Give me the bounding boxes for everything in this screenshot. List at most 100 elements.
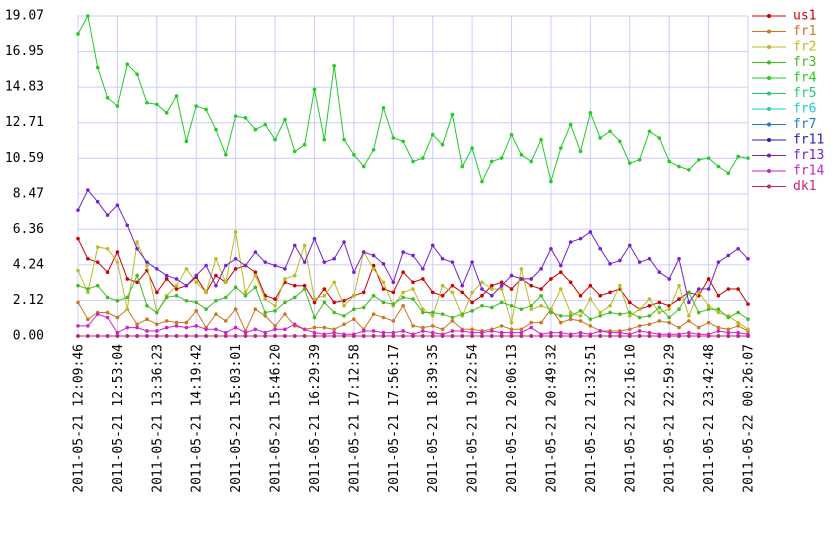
data-point xyxy=(361,250,366,254)
data-point xyxy=(184,320,189,325)
data-point xyxy=(421,310,425,315)
data-point xyxy=(529,277,534,281)
data-point xyxy=(470,260,474,264)
data-point xyxy=(558,330,563,335)
data-point xyxy=(450,319,455,323)
data-point xyxy=(608,262,612,266)
data-point xyxy=(637,324,642,328)
legend-swatch-dot xyxy=(767,14,771,18)
data-point xyxy=(450,315,455,320)
data-point xyxy=(105,270,110,275)
data-point xyxy=(194,309,199,313)
data-point xyxy=(667,334,671,338)
data-point xyxy=(470,330,474,335)
data-point xyxy=(155,334,159,338)
data-point xyxy=(233,285,238,290)
data-point xyxy=(115,334,120,338)
data-point xyxy=(223,334,228,338)
data-point xyxy=(401,270,405,275)
legend-swatch-dot xyxy=(767,45,771,49)
data-point xyxy=(371,312,376,316)
data-point xyxy=(539,137,543,142)
data-point xyxy=(135,240,139,244)
data-point xyxy=(115,203,120,207)
data-point xyxy=(292,334,297,338)
data-point xyxy=(430,334,435,338)
data-point xyxy=(568,280,573,285)
data-point xyxy=(598,334,603,338)
data-point xyxy=(726,315,731,320)
data-point xyxy=(95,199,100,204)
data-point xyxy=(115,315,120,320)
x-tick-label: 2011-05-21 22:59:29 xyxy=(663,344,678,493)
data-point xyxy=(76,208,80,212)
data-point xyxy=(174,287,179,291)
data-point xyxy=(529,334,534,338)
data-point xyxy=(76,300,80,305)
data-point xyxy=(361,290,366,295)
data-point xyxy=(440,327,445,332)
data-point xyxy=(470,334,474,338)
data-point xyxy=(421,329,425,333)
data-point xyxy=(647,129,652,134)
data-point xyxy=(135,334,139,338)
data-point xyxy=(637,315,642,320)
x-tick-label: 2011-05-21 12:09:46 xyxy=(72,344,87,493)
data-point xyxy=(687,168,691,172)
data-point xyxy=(421,277,425,281)
data-point xyxy=(736,154,740,159)
data-point xyxy=(273,324,277,328)
data-point xyxy=(115,104,120,108)
data-point xyxy=(588,230,593,234)
data-point xyxy=(332,257,336,261)
data-point xyxy=(539,267,543,271)
data-point xyxy=(450,329,455,333)
data-point xyxy=(687,330,691,335)
data-point xyxy=(292,273,297,278)
data-point xyxy=(155,267,159,271)
data-point xyxy=(302,287,307,291)
y-tick-label: 0.00 xyxy=(13,329,44,344)
data-point xyxy=(490,329,494,333)
x-tick-label: 2011-05-21 17:12:58 xyxy=(347,344,362,493)
y-tick-label: 6.36 xyxy=(13,222,44,237)
data-point xyxy=(499,156,504,160)
data-point xyxy=(519,267,524,271)
data-point xyxy=(273,297,277,301)
data-point xyxy=(539,287,543,291)
data-point xyxy=(322,287,327,291)
y-tick-label: 10.59 xyxy=(5,151,44,166)
data-point xyxy=(430,324,435,328)
data-point xyxy=(696,158,701,162)
data-point xyxy=(519,152,524,157)
data-point xyxy=(243,116,248,120)
data-point xyxy=(174,324,179,328)
data-point xyxy=(312,330,317,335)
data-point xyxy=(283,277,287,281)
data-point xyxy=(135,325,139,330)
data-point xyxy=(687,314,691,318)
data-point xyxy=(361,164,366,169)
data-point xyxy=(145,334,149,338)
data-point xyxy=(302,327,307,332)
data-point xyxy=(243,330,248,335)
x-tick-label: 2011-05-21 23:42:48 xyxy=(702,344,717,493)
data-point xyxy=(86,257,90,261)
data-point xyxy=(558,334,563,338)
data-point xyxy=(125,325,130,330)
data-point xyxy=(647,257,652,261)
legend-swatch-dot xyxy=(767,138,771,142)
data-point xyxy=(706,334,711,338)
y-tick-label: 19.07 xyxy=(5,9,44,24)
data-point xyxy=(637,307,642,311)
legend-swatch-dot xyxy=(767,76,771,80)
data-point xyxy=(352,152,356,157)
data-point xyxy=(460,290,465,295)
data-point xyxy=(214,127,218,132)
data-point xyxy=(687,300,691,305)
data-point xyxy=(381,330,386,335)
data-point xyxy=(332,330,336,335)
data-point xyxy=(145,317,149,322)
data-point xyxy=(342,298,346,303)
data-point xyxy=(145,329,149,333)
